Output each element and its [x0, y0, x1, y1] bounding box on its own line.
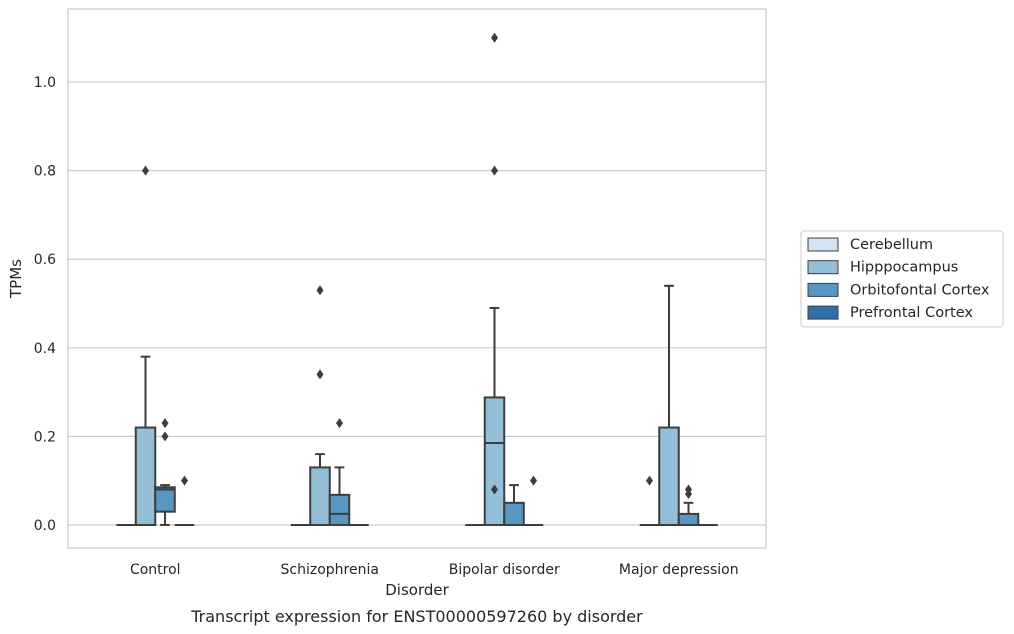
- legend-swatch: [807, 237, 839, 252]
- box-iqr: [658, 426, 680, 526]
- y-tick-label: 0.8: [34, 164, 56, 180]
- x-tick-label: Control: [130, 562, 181, 578]
- legend-frame: [800, 230, 1004, 328]
- outlier-point: [646, 475, 653, 486]
- box-orbitofontal-cortex: [328, 418, 351, 526]
- box-prefrontal-cortex: [174, 475, 195, 526]
- box-iqr: [483, 396, 506, 526]
- x-tick-label: Bipolar disorder: [449, 562, 560, 578]
- outlier-point: [491, 165, 498, 176]
- box-prefrontal-cortex: [523, 475, 544, 526]
- x-axis-label: Disorder: [385, 581, 449, 599]
- box-orbitofontal-cortex: [503, 484, 525, 526]
- y-tick-labels: 0.0 0.2 0.4 0.6 0.8 1.0: [34, 75, 56, 534]
- legend: Cerebellum Hipppocampus Orbitofontal Corte…: [800, 230, 1004, 328]
- x-tick-label: Schizophrenia: [281, 562, 379, 578]
- box-hipppocampus: [658, 284, 680, 526]
- box-hipppocampus: [483, 32, 506, 526]
- legend-label: Orbitofontal Cortex: [850, 282, 990, 298]
- outlier-point: [336, 418, 343, 429]
- box-orbitofontal-cortex: [154, 418, 176, 526]
- box-cerebellum: [639, 475, 660, 526]
- y-tick-label: 1.0: [34, 75, 56, 91]
- chart-caption: Transcript expression for ENST0000059726…: [190, 607, 643, 626]
- outlier-point: [161, 431, 169, 442]
- box-hipppocampus: [134, 165, 157, 526]
- box-iqr: [503, 501, 525, 526]
- outlier-point: [316, 285, 324, 296]
- outlier-point: [491, 32, 498, 43]
- y-tick-label: 0.0: [34, 518, 56, 534]
- plot-frame: [67, 8, 767, 549]
- legend-label: Cerebellum: [850, 237, 933, 253]
- legend-label: Prefrontal Cortex: [850, 305, 973, 321]
- y-tick-label: 0.6: [34, 252, 56, 268]
- outlier-point: [685, 484, 692, 495]
- box-layer: [116, 32, 718, 526]
- outlier-point: [142, 165, 149, 176]
- box-iqr: [134, 426, 157, 526]
- x-tick-labels: Control Schizophrenia Bipolar disorder Majo…: [130, 562, 739, 578]
- box-hipppocampus: [309, 285, 331, 526]
- box-iqr: [677, 512, 700, 526]
- legend-swatch: [807, 305, 839, 320]
- outlier-point: [530, 475, 537, 486]
- legend-swatch: [807, 282, 839, 297]
- box-iqr: [309, 466, 331, 526]
- box-iqr: [154, 486, 176, 513]
- outlier-point: [181, 475, 188, 486]
- y-tick-label: 0.2: [34, 429, 56, 445]
- legend-label: Hipppocampus: [850, 260, 958, 276]
- box-orbitofontal-cortex: [677, 484, 700, 526]
- outlier-point: [316, 369, 324, 380]
- x-tick-label: Major depression: [619, 562, 739, 578]
- outlier-point: [491, 484, 498, 495]
- y-axis-label: TPMs: [7, 259, 25, 299]
- legend-swatch: [807, 260, 839, 275]
- outlier-point: [161, 418, 169, 429]
- y-tick-label: 0.4: [34, 341, 56, 357]
- box-iqr: [328, 493, 351, 526]
